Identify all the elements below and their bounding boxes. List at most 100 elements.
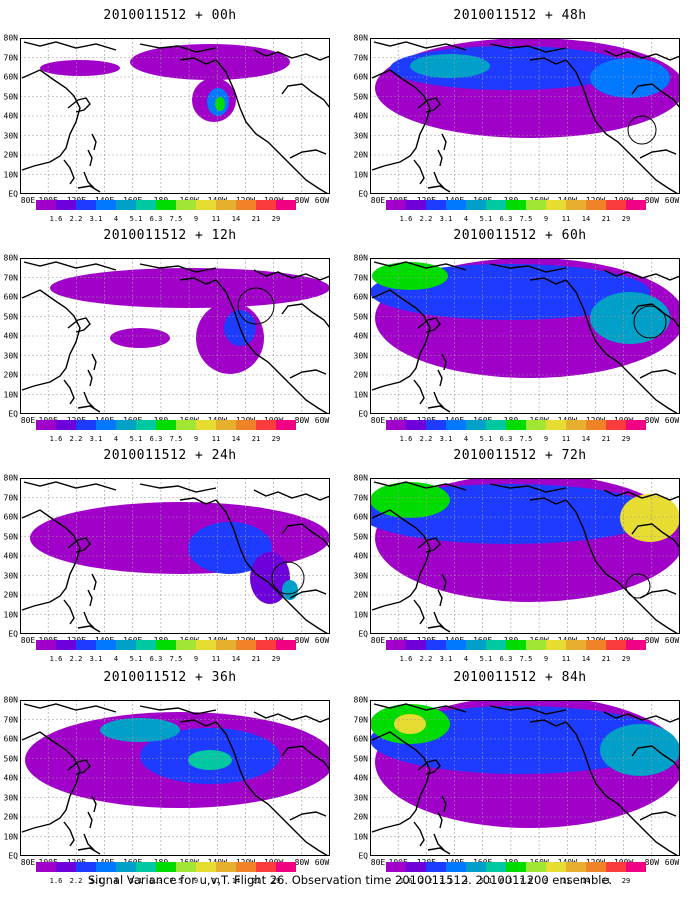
coastline — [77, 625, 101, 633]
colorbar-level-label: 7.5 — [169, 435, 183, 443]
lat-tick-label: EQ — [8, 409, 18, 419]
panel-title: 2010011512 + 72h — [453, 448, 587, 463]
colorbar-level-label: 2.2 — [69, 435, 83, 443]
coastline — [21, 509, 81, 611]
colorbar-swatch — [56, 420, 76, 430]
coastline — [413, 379, 425, 405]
lat-tick-label: 50N — [353, 92, 368, 101]
lon-tick-label: 80W — [644, 416, 660, 425]
colorbar-swatch — [506, 862, 526, 872]
colorbar-level-label: 6.3 — [149, 877, 163, 885]
lat-tick-label: 60N — [3, 734, 18, 744]
lat-tick-label: 30N — [3, 793, 18, 802]
lat-tick-label: 70N — [3, 53, 18, 62]
lat-tick-label: 50N — [353, 754, 368, 763]
lat-tick-label: 20N — [353, 370, 368, 380]
colorbar-swatch — [626, 420, 646, 430]
colorbar — [36, 640, 296, 650]
coastline — [139, 705, 217, 715]
coastline — [215, 59, 329, 194]
colorbar-swatch — [386, 640, 406, 650]
variance-contour — [590, 292, 670, 344]
lat-tick-label: 70N — [353, 273, 368, 282]
panel-title: 2010011512 + 84h — [453, 670, 587, 685]
lat-tick-label: 20N — [353, 150, 368, 160]
forecast-panel: 2010011512 + 60h 80N 70N 60N 50N 40N 30N 20N 10N… — [350, 224, 690, 443]
variance-contour — [410, 54, 490, 78]
colorbar-swatch — [216, 862, 236, 872]
lat-tick-label: 10N — [3, 170, 18, 179]
colorbar-level-label: 6.3 — [149, 655, 163, 663]
colorbar — [386, 420, 646, 430]
colorbar-level-label: 7.5 — [169, 877, 183, 885]
coastline — [427, 625, 451, 633]
coastline — [21, 289, 81, 391]
coastline — [63, 379, 75, 405]
lon-tick-label: 60W — [314, 416, 330, 425]
lon-tick-label: 60W — [314, 636, 330, 645]
lat-tick-label: 50N — [353, 532, 368, 541]
coastline — [63, 821, 75, 847]
coastline — [139, 43, 217, 53]
coastline — [91, 353, 97, 371]
coastline — [253, 711, 330, 723]
colorbar-swatch — [386, 420, 406, 430]
observation-circle — [237, 287, 275, 325]
colorbar-swatch — [176, 420, 196, 430]
lat-tick-label: 80N — [3, 33, 18, 43]
colorbar-level-label: 29 — [271, 435, 281, 443]
forecast-panel: 2010011512 + 48h 80N 70N 60N 50N 40N 30N 20N 10N… — [350, 4, 690, 223]
coastline — [91, 573, 97, 591]
colorbar-level-label: 4 — [113, 877, 119, 885]
coastline — [253, 269, 330, 281]
coastline — [639, 589, 677, 599]
colorbar-swatch — [276, 640, 296, 650]
colorbar-level-label: 2.2 — [69, 877, 83, 885]
colorbar-level-label: 29 — [621, 877, 631, 885]
coastline — [433, 391, 445, 409]
lat-tick-label: 80N — [3, 695, 18, 705]
colorbar-swatch — [386, 862, 406, 872]
coastline — [253, 489, 330, 501]
map-frame — [370, 700, 680, 856]
colorbar-level-label: 21 — [251, 435, 261, 443]
observation-circle — [625, 573, 651, 599]
lat-tick-label: 20N — [3, 590, 18, 600]
panel-title: 2010011512 + 60h — [453, 228, 587, 243]
colorbar-swatch — [56, 640, 76, 650]
colorbar-level-label: 6.3 — [499, 655, 513, 663]
variance-map — [20, 478, 330, 634]
lat-tick-label: 60N — [353, 72, 368, 82]
lon-tick-label: 60W — [664, 858, 680, 867]
variance-contour — [215, 97, 225, 111]
colorbar-swatch — [446, 420, 466, 430]
lat-tick-label: EQ — [8, 851, 18, 861]
observation-circle — [633, 305, 667, 339]
colorbar-swatch — [426, 420, 446, 430]
panel-title: 2010011512 + 00h — [103, 8, 237, 23]
lat-tick-label: 60N — [3, 72, 18, 82]
panel-title: 2010011512 + 12h — [103, 228, 237, 243]
variance-map — [370, 478, 680, 634]
colorbar-swatch — [96, 640, 116, 650]
colorbar-level-label: 29 — [271, 655, 281, 663]
variance-contour — [250, 552, 290, 604]
colorbar-level-label: 6.3 — [149, 435, 163, 443]
lon-tick-label: 80W — [294, 416, 310, 425]
colorbar-level-label: 7.5 — [519, 655, 533, 663]
forecast-panel: 2010011512 + 84h 80N 70N 60N 50N 40N 30N 20N 10N… — [350, 666, 690, 885]
map-plot: 80N70N60N50N40N30N20N10NEQ80E100E120E140… — [354, 254, 680, 425]
colorbar-level-label: 9 — [543, 435, 549, 443]
colorbar-level-label: 5.1 — [129, 215, 143, 223]
variance-contour — [370, 482, 450, 518]
colorbar-swatch — [196, 640, 216, 650]
coastline — [253, 49, 330, 61]
colorbar-swatch — [156, 200, 176, 210]
coastline — [437, 589, 443, 607]
coastline — [489, 43, 567, 53]
variance-map — [20, 700, 330, 856]
lon-tick-label: 80W — [294, 858, 310, 867]
lat-tick-label: 40N — [3, 551, 18, 561]
coastline — [437, 149, 443, 167]
variance-contour — [600, 724, 680, 776]
